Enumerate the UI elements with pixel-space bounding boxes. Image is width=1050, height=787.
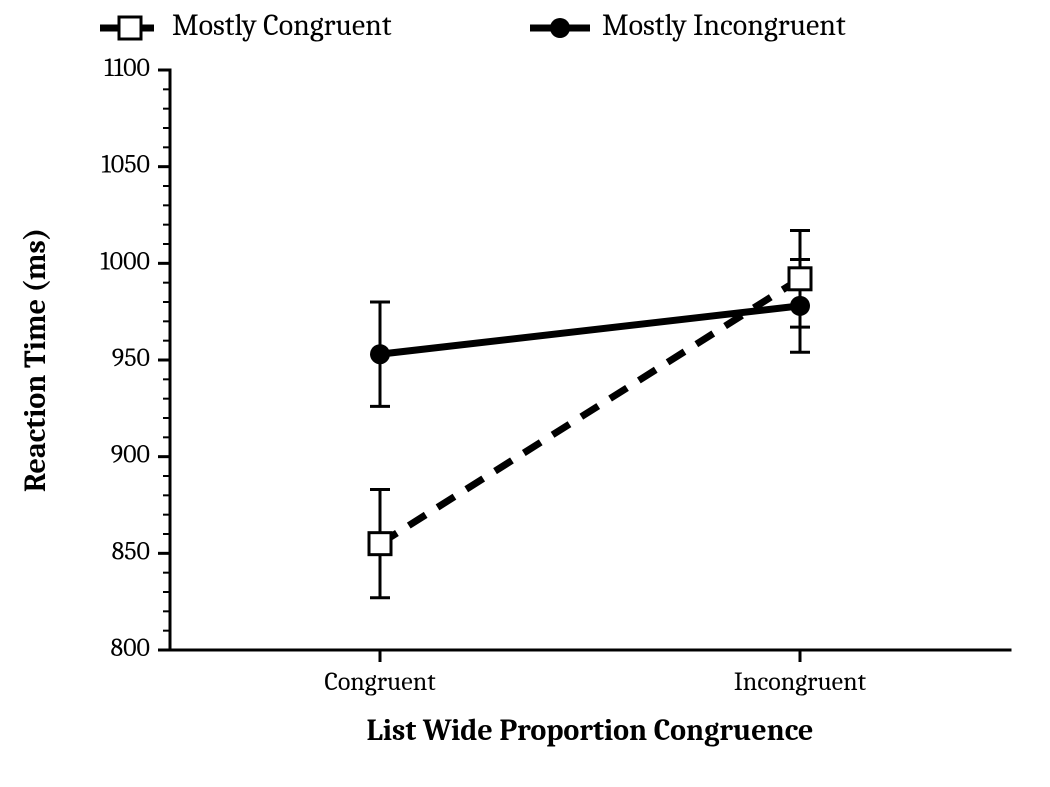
- data-point-marker: [789, 268, 811, 290]
- data-point-marker: [370, 344, 390, 364]
- legend-label: Mostly Incongruent: [602, 8, 846, 43]
- y-tick-label: 900: [111, 440, 150, 470]
- x-axis-title: List Wide Proportion Congruence: [367, 713, 814, 748]
- legend-marker: [119, 17, 141, 39]
- x-tick-label: Incongruent: [734, 667, 867, 697]
- line-chart: 800 850 900 950 1000 1050 1100 Reaction Time (m…: [0, 0, 1050, 787]
- y-tick-label: 1050: [101, 150, 150, 180]
- y-axis-title: Reaction Time (ms): [18, 228, 53, 492]
- y-tick-label: 1000: [100, 246, 150, 276]
- chart-container: 800 850 900 950 1000 1050 1100 Reaction Time (m…: [0, 0, 1050, 787]
- y-tick-label: 850: [112, 536, 150, 566]
- legend-marker: [550, 18, 570, 38]
- data-point-marker: [790, 296, 810, 316]
- y-tick-label: 1100: [104, 53, 150, 83]
- y-tick-label: 950: [112, 343, 150, 373]
- x-tick-label: Congruent: [324, 667, 436, 697]
- legend-label: Mostly Congruent: [172, 8, 392, 43]
- chart-background: [0, 0, 1050, 787]
- y-tick-label: 800: [111, 633, 151, 663]
- data-point-marker: [369, 533, 391, 555]
